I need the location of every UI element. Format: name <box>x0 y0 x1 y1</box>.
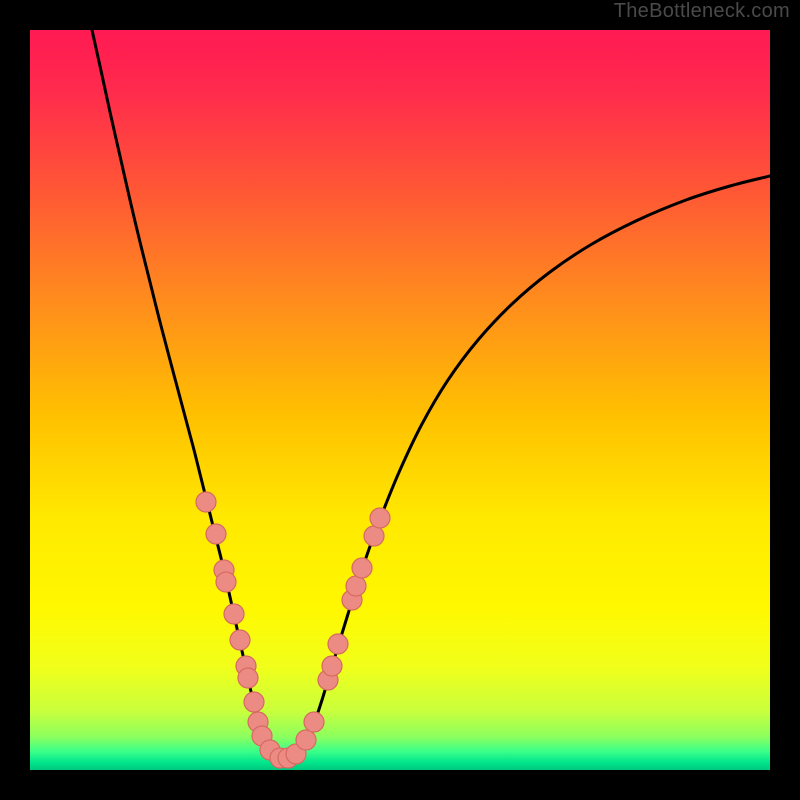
curve-left-branch <box>92 30 280 760</box>
data-marker <box>238 668 258 688</box>
curve-layer <box>30 30 770 770</box>
data-marker <box>206 524 226 544</box>
data-marker <box>230 630 250 650</box>
data-marker <box>304 712 324 732</box>
data-marker <box>196 492 216 512</box>
data-marker <box>370 508 390 528</box>
data-marker <box>224 604 244 624</box>
data-marker <box>244 692 264 712</box>
curve-right-branch <box>280 176 770 760</box>
plot-area <box>30 30 770 770</box>
data-marker <box>296 730 316 750</box>
data-marker <box>322 656 342 676</box>
watermark-text: TheBottleneck.com <box>614 0 790 23</box>
bottleneck-chart: TheBottleneck.com <box>0 0 800 800</box>
data-marker <box>216 572 236 592</box>
data-marker <box>346 576 366 596</box>
data-marker <box>364 526 384 546</box>
data-marker <box>328 634 348 654</box>
data-marker <box>352 558 372 578</box>
